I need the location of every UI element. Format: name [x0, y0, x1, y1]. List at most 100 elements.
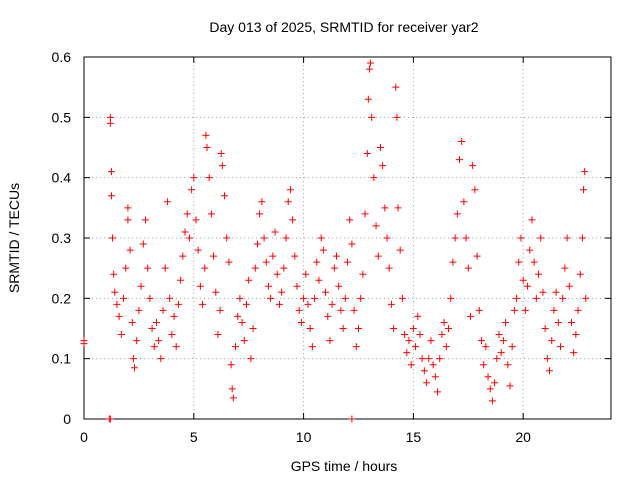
- data-point: [504, 361, 512, 369]
- data-point: [462, 234, 470, 242]
- data-point: [348, 240, 356, 248]
- data-point: [344, 258, 351, 266]
- data-point: [447, 294, 455, 302]
- data-point: [107, 168, 115, 176]
- data-point: [484, 373, 492, 381]
- data-point: [350, 306, 358, 314]
- data-point: [524, 282, 532, 290]
- data-point: [572, 331, 580, 339]
- data-point: [434, 388, 442, 396]
- data-point: [506, 382, 514, 390]
- x-tick-label: 0: [80, 429, 88, 445]
- data-point: [223, 234, 231, 242]
- data-point: [124, 204, 132, 212]
- data-point: [192, 216, 200, 224]
- data-point: [291, 252, 299, 260]
- data-point: [214, 331, 222, 339]
- data-point: [431, 373, 439, 381]
- data-point: [541, 325, 549, 332]
- data-point: [473, 252, 481, 260]
- data-point: [238, 318, 246, 326]
- data-point: [401, 331, 409, 339]
- data-point: [221, 192, 229, 200]
- data-point: [275, 300, 283, 308]
- data-point: [405, 337, 413, 345]
- data-point: [499, 337, 507, 345]
- data-point: [488, 397, 496, 405]
- data-point: [335, 282, 343, 290]
- data-point: [202, 131, 210, 139]
- data-point: [253, 240, 261, 248]
- data-point: [284, 198, 292, 206]
- data-point: [365, 65, 373, 73]
- data-point: [453, 210, 461, 218]
- data-point: [438, 331, 446, 339]
- data-point: [225, 258, 233, 266]
- data-point: [183, 210, 191, 218]
- data-point: [150, 343, 158, 351]
- data-point: [346, 216, 354, 224]
- data-point: [190, 174, 198, 182]
- data-point: [141, 216, 149, 224]
- data-point: [155, 337, 163, 345]
- data-point: [429, 361, 437, 369]
- x-tick-label: 20: [515, 429, 531, 445]
- data-point: [174, 300, 182, 308]
- data-point: [348, 415, 356, 423]
- data-point: [578, 234, 586, 242]
- y-tick-label: 0.4: [52, 170, 72, 186]
- data-point: [493, 355, 501, 363]
- data-point: [319, 246, 327, 254]
- data-point: [137, 282, 145, 290]
- data-point: [513, 294, 521, 302]
- data-point: [576, 270, 584, 278]
- data-point: [354, 325, 362, 332]
- data-point: [227, 361, 235, 369]
- data-point: [550, 306, 558, 314]
- data-point: [530, 258, 538, 266]
- data-point: [477, 337, 485, 345]
- data-point: [363, 150, 371, 158]
- data-point: [393, 113, 401, 121]
- data-point: [486, 385, 494, 393]
- data-point: [300, 294, 308, 302]
- data-point: [170, 312, 178, 320]
- data-point: [539, 288, 547, 296]
- data-point: [129, 355, 137, 363]
- data-point: [322, 288, 330, 296]
- data-point: [205, 174, 213, 182]
- data-point: [383, 234, 391, 242]
- data-point: [414, 312, 422, 320]
- data-point: [232, 343, 240, 351]
- data-point: [407, 361, 415, 369]
- data-point: [361, 210, 369, 218]
- data-point: [144, 264, 152, 272]
- data-point: [357, 294, 365, 302]
- y-axis-ticks: 0 0.1 0.2 0.3 0.4 0.5 0.6: [52, 49, 611, 427]
- data-point: [480, 361, 488, 369]
- data-point: [131, 364, 139, 372]
- data-point: [559, 294, 567, 302]
- data-point: [469, 162, 477, 170]
- data-point: [466, 312, 474, 320]
- data-point: [403, 349, 411, 357]
- data-point: [302, 270, 310, 278]
- data-point: [548, 337, 556, 345]
- data-point: [580, 186, 588, 194]
- data-point: [521, 306, 529, 314]
- data-point: [495, 331, 503, 339]
- data-point: [234, 312, 242, 320]
- data-point: [168, 331, 176, 339]
- data-point: [269, 252, 277, 260]
- data-point: [106, 415, 114, 423]
- data-point: [210, 252, 218, 260]
- data-point: [552, 288, 560, 296]
- data-points: [80, 59, 590, 423]
- data-point: [256, 210, 264, 218]
- data-point: [526, 246, 534, 254]
- data-point: [396, 246, 404, 254]
- data-point: [352, 343, 360, 351]
- data-point: [574, 306, 582, 314]
- data-point: [181, 228, 189, 236]
